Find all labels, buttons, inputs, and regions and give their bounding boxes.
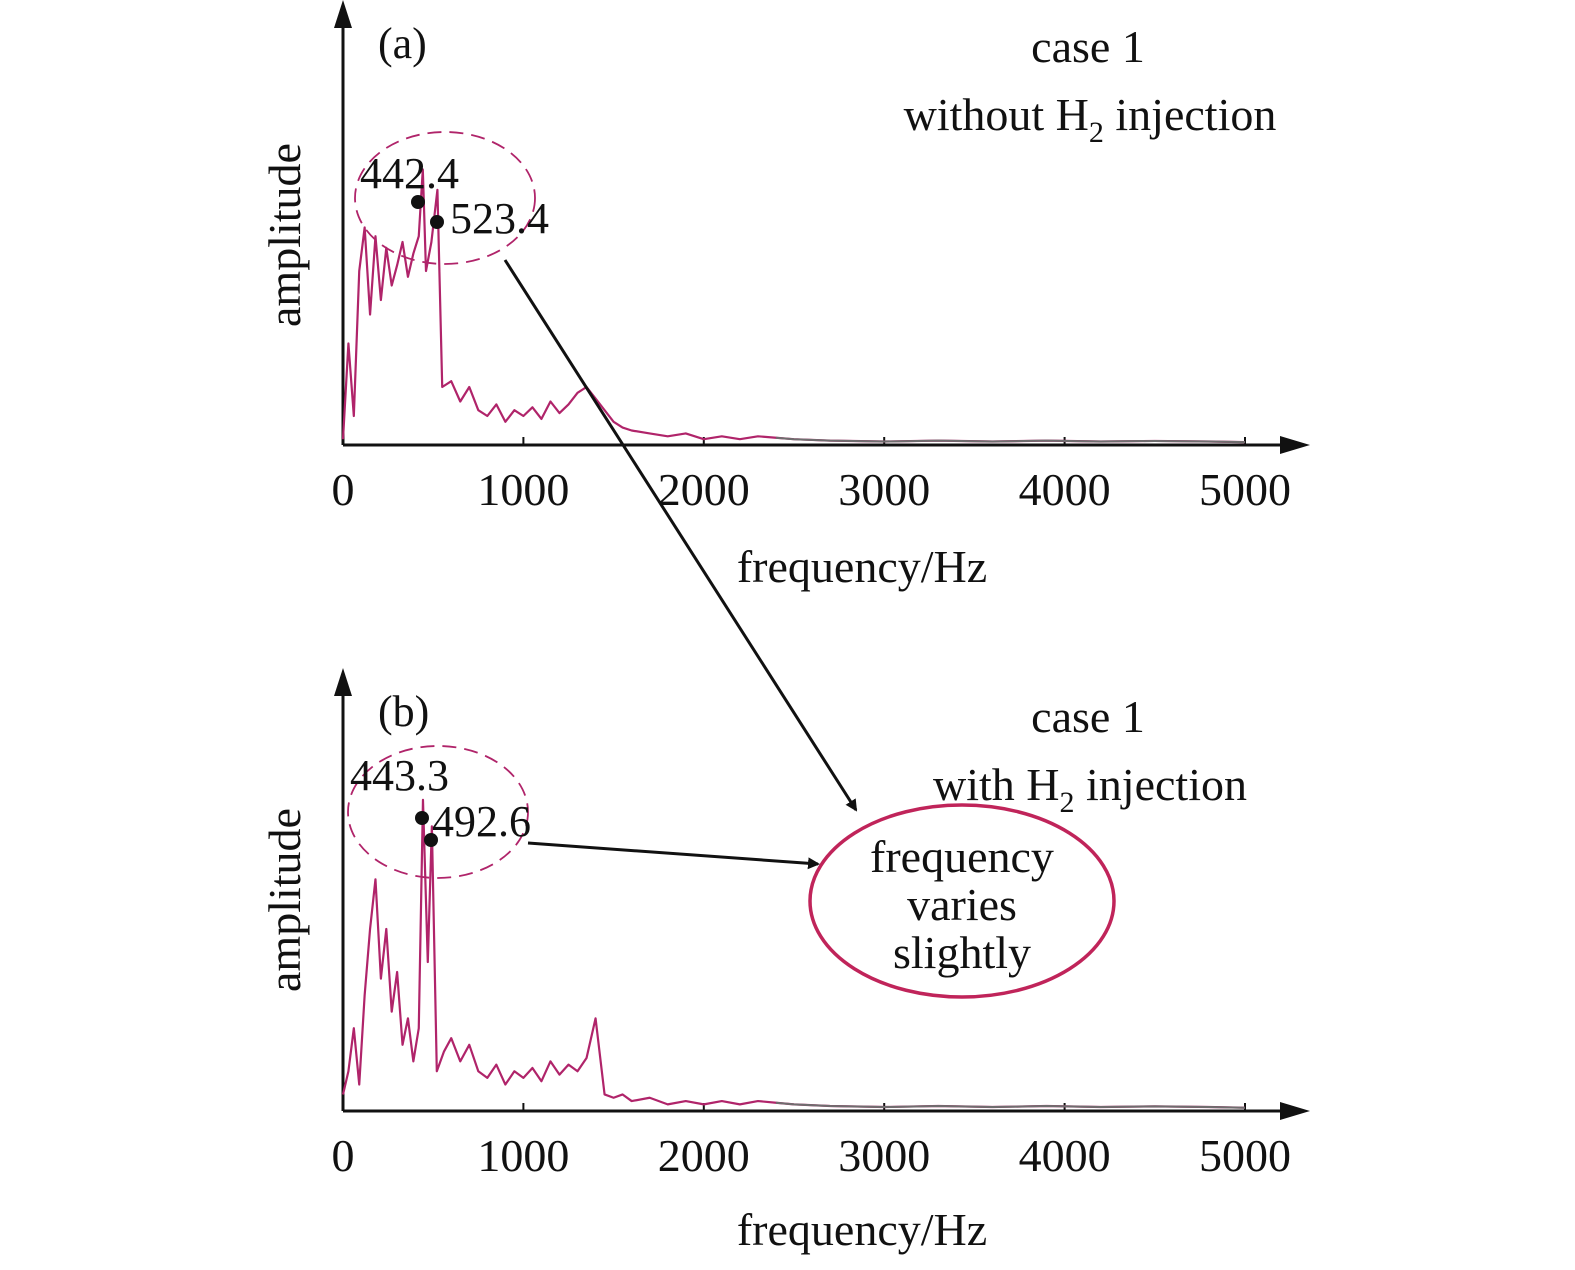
peak-highlight-ellipse bbox=[347, 745, 529, 879]
case-title: case 1 bbox=[1031, 21, 1145, 72]
series-tail bbox=[775, 436, 1246, 444]
x-ticks: 0 1000 2000 3000 4000 5000 bbox=[332, 1103, 1291, 1181]
note-line: frequency bbox=[870, 831, 1054, 882]
peak-label: 443.3 bbox=[350, 751, 449, 800]
peak-label: 442.4 bbox=[360, 149, 459, 198]
x-axis-arrow bbox=[1280, 1102, 1310, 1120]
x-tick-label: 4000 bbox=[1019, 1130, 1111, 1181]
panel-label: (b) bbox=[378, 687, 429, 736]
x-tick-label: 5000 bbox=[1199, 1130, 1291, 1181]
note-line: varies bbox=[907, 879, 1017, 930]
y-axis-arrow bbox=[334, 668, 352, 696]
peak-marker: 443.3 bbox=[350, 751, 449, 825]
peak-marker: 492.6 bbox=[424, 797, 531, 847]
peak-label: 492.6 bbox=[432, 797, 531, 846]
annotation: frequency varies slightly bbox=[503, 259, 1116, 999]
peak-highlight-ellipse bbox=[354, 131, 536, 265]
peak-marker: 442.4 bbox=[360, 149, 459, 209]
x-tick-label: 2000 bbox=[658, 1130, 750, 1181]
x-tick-label: 1000 bbox=[477, 1130, 569, 1181]
peak-marker: 523.4 bbox=[430, 194, 549, 243]
case-title: case 1 bbox=[1031, 691, 1145, 742]
panel-a: 0 1000 2000 3000 4000 5000 (a) case 1 without… bbox=[259, 0, 1310, 592]
panel-b: 0 1000 2000 3000 4000 5000 (b) case 1 with H2… bbox=[259, 668, 1310, 1255]
panel-label: (a) bbox=[378, 19, 427, 68]
x-tick-label: 3000 bbox=[838, 464, 930, 515]
x-tick-label: 2000 bbox=[658, 464, 750, 515]
x-tick-label: 0 bbox=[332, 1130, 355, 1181]
series-line bbox=[341, 798, 1246, 1109]
x-tick-label: 5000 bbox=[1199, 464, 1291, 515]
series-group bbox=[341, 168, 1246, 444]
case-condition: with H2 injection bbox=[933, 759, 1247, 819]
note-line: slightly bbox=[893, 927, 1031, 978]
x-ticks: 0 1000 2000 3000 4000 5000 bbox=[332, 437, 1291, 515]
x-tick-label: 0 bbox=[332, 464, 355, 515]
series-group bbox=[341, 798, 1246, 1109]
peak-label: 523.4 bbox=[450, 194, 549, 243]
arrow-b-to-note bbox=[527, 841, 820, 870]
x-axis-label: frequency/Hz bbox=[737, 541, 987, 592]
y-axis-arrow bbox=[334, 0, 352, 28]
x-axis-label: frequency/Hz bbox=[737, 1204, 987, 1255]
arrow-a-to-note bbox=[503, 259, 858, 812]
y-axis-label: amplitude bbox=[259, 808, 310, 992]
case-condition: without H2 injection bbox=[904, 89, 1277, 149]
x-tick-label: 3000 bbox=[838, 1130, 930, 1181]
series-tail bbox=[775, 1101, 1246, 1109]
y-axis-label: amplitude bbox=[259, 143, 310, 327]
x-tick-label: 4000 bbox=[1019, 464, 1111, 515]
x-axis-arrow bbox=[1280, 436, 1310, 454]
x-tick-label: 1000 bbox=[477, 464, 569, 515]
note-ellipse bbox=[808, 803, 1116, 999]
